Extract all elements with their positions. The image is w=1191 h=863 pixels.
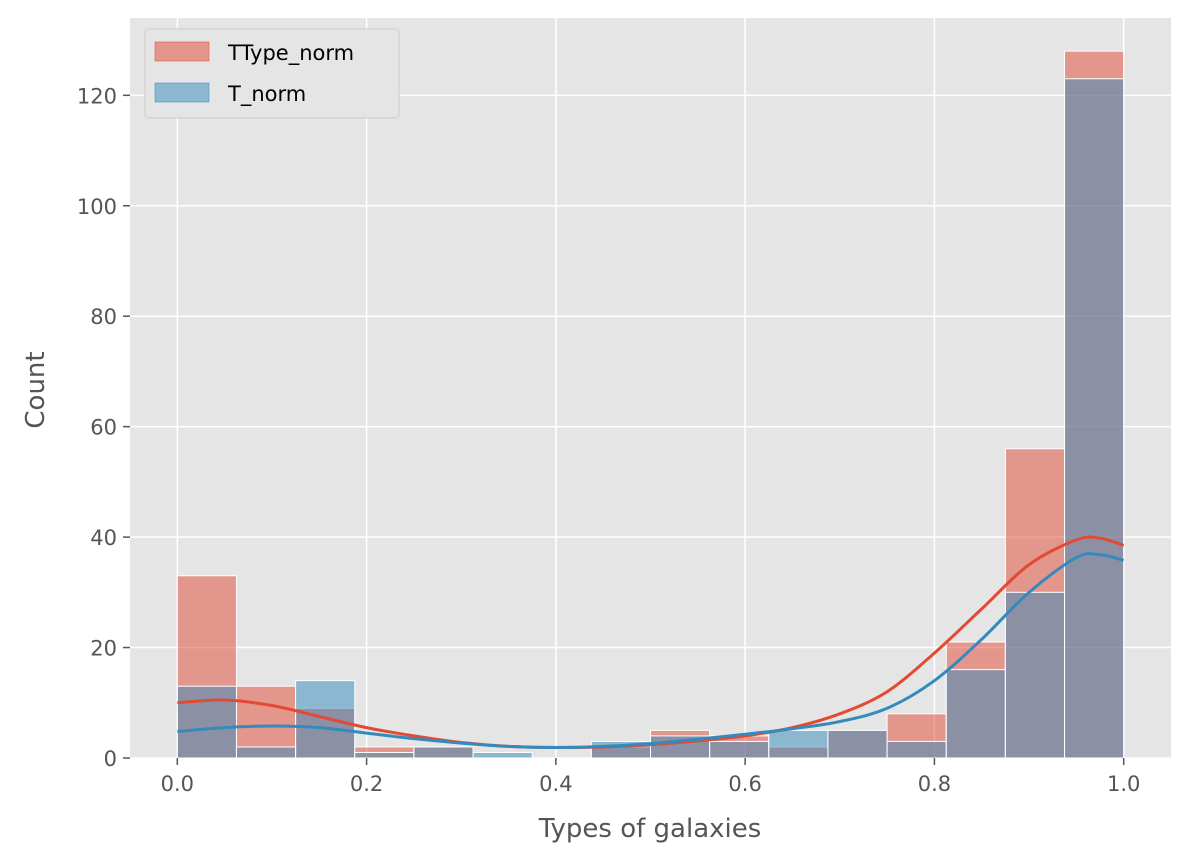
legend: TType_norm T_norm — [144, 28, 400, 119]
histogram-bars — [176, 50, 1125, 759]
y-tick-label: 40 — [90, 526, 117, 550]
x-tick-label: 0.8 — [918, 772, 951, 796]
histogram-bar-t-norm — [709, 740, 770, 759]
y-tick-label: 120 — [77, 84, 117, 108]
x-axis-ticks: 0.0 0.2 0.4 0.6 0.8 1.0 — [161, 758, 1140, 796]
histogram-bar-t-norm — [827, 729, 888, 759]
x-axis-label: Types of galaxies — [538, 814, 762, 844]
plot-background — [130, 18, 1171, 758]
x-tick-label: 0.0 — [161, 772, 194, 796]
kde-curve-t-norm — [177, 552, 1125, 750]
kde-curves — [177, 535, 1125, 750]
legend-label-t-norm: T_norm — [227, 82, 306, 107]
histogram-bar-t-norm — [886, 740, 947, 759]
y-tick-label: 60 — [90, 416, 117, 440]
grid-lines — [130, 18, 1171, 759]
histogram-bar-t-norm — [472, 751, 533, 759]
histogram-bar-t-norm — [768, 729, 829, 759]
y-axis-ticks: 0 20 40 60 80 100 120 — [77, 84, 130, 771]
y-tick-label: 20 — [90, 637, 117, 661]
y-tick-label: 0 — [104, 747, 117, 771]
x-tick-label: 0.4 — [539, 772, 572, 796]
x-tick-label: 1.0 — [1107, 772, 1140, 796]
legend-swatch-ttype-norm — [154, 41, 210, 62]
y-tick-label: 80 — [90, 305, 117, 329]
histogram-bar-t-norm — [945, 669, 1006, 759]
histogram-bar-t-norm — [413, 746, 474, 759]
histogram-bar-t-norm — [354, 751, 415, 759]
legend-swatch-t-norm — [154, 82, 210, 103]
histogram-bar-t-norm — [1064, 78, 1125, 759]
histogram-bar-t-norm — [176, 685, 237, 759]
y-tick-label: 100 — [77, 195, 117, 219]
histogram-bar-t-norm — [235, 746, 297, 759]
legend-label-ttype-norm: TType_norm — [227, 41, 354, 66]
x-tick-label: 0.6 — [728, 772, 761, 796]
x-tick-label: 0.2 — [350, 772, 383, 796]
y-axis-label: Count — [21, 351, 51, 428]
histogram-bar-t-norm — [1004, 591, 1066, 759]
